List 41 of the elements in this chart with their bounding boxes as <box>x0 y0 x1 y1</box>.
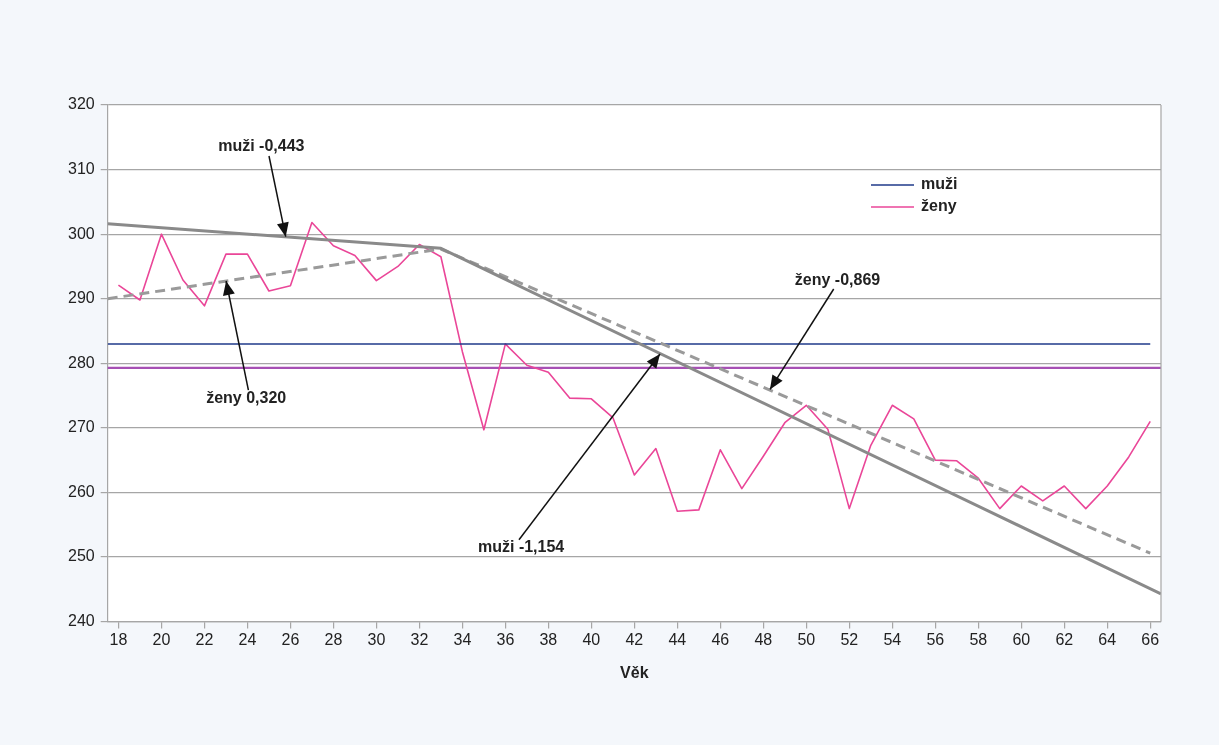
annotation: muži -1,154 <box>478 538 565 556</box>
legend-label: muži <box>921 175 958 193</box>
x-tick-label: 62 <box>1055 630 1074 648</box>
x-tick-label: 54 <box>883 630 902 648</box>
y-tick-label: 300 <box>67 224 95 242</box>
legend-label: ženy <box>921 197 957 215</box>
x-tick-label: 22 <box>195 630 214 648</box>
x-tick-label: 60 <box>1012 630 1031 648</box>
x-tick-label: 18 <box>109 630 128 648</box>
x-tick-label: 28 <box>324 630 343 648</box>
x-tick-label: 42 <box>625 630 644 648</box>
x-tick-label: 58 <box>969 630 988 648</box>
x-tick-label: 64 <box>1098 630 1117 648</box>
x-tick-label: 32 <box>410 630 429 648</box>
x-tick-label: 40 <box>582 630 601 648</box>
x-tick-label: 46 <box>711 630 730 648</box>
x-tick-label: 44 <box>668 630 687 648</box>
y-tick-label: 240 <box>67 612 95 630</box>
x-tick-label: 24 <box>238 630 257 648</box>
x-tick-label: 66 <box>1141 630 1160 648</box>
x-tick-label: 34 <box>453 630 472 648</box>
y-tick-label: 310 <box>67 159 95 177</box>
annotation: ženy -0,869 <box>794 271 881 289</box>
annotation: ženy 0,320 <box>206 389 287 407</box>
y-tick-label: 280 <box>67 353 95 371</box>
x-tick-label: 36 <box>496 630 515 648</box>
y-tick-label: 250 <box>67 547 95 565</box>
x-tick-label: 38 <box>539 630 558 648</box>
x-tick-label: 26 <box>281 630 300 648</box>
y-tick-label: 320 <box>67 95 95 113</box>
x-tick-label: 50 <box>797 630 816 648</box>
x-tick-label: 56 <box>926 630 945 648</box>
x-tick-label: 52 <box>840 630 859 648</box>
x-tick-label: 48 <box>754 630 773 648</box>
annotation: muži -0,443 <box>218 137 305 155</box>
y-tick-label: 290 <box>67 289 95 307</box>
y-tick-label: 260 <box>67 482 95 500</box>
x-axis-title: Věk <box>620 663 649 681</box>
x-tick-label: 20 <box>152 630 171 648</box>
x-tick-label: 30 <box>367 630 386 648</box>
y-tick-label: 270 <box>67 418 95 436</box>
